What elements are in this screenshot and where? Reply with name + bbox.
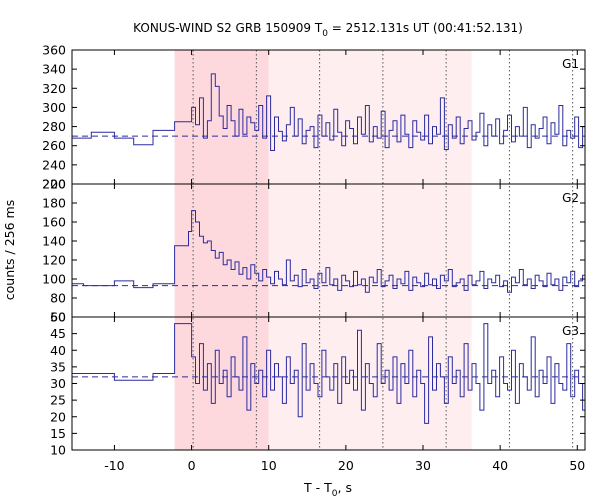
x-tick-label: 10 — [261, 458, 277, 473]
y-axis-label: counts / 256 ms — [2, 200, 17, 300]
panel-g2-y-tick-label: 100 — [42, 272, 66, 287]
x-tick-label: 40 — [492, 458, 508, 473]
panel-g2-y-tick-label: 200 — [42, 177, 66, 192]
panel-g1-y-tick-label: 300 — [42, 100, 66, 115]
panel-g2-y-tick-label: 60 — [50, 310, 66, 325]
x-tick-label: 50 — [569, 458, 585, 473]
panel-g3-label: G3 — [562, 324, 579, 338]
x-tick-label: 30 — [415, 458, 431, 473]
panel-g3-y-tick-label: 10 — [50, 443, 66, 458]
panel-g3-y-tick-label: 15 — [50, 426, 66, 441]
panel-g2-y-tick-label: 180 — [42, 196, 66, 211]
panel-g1-y-tick-label: 240 — [42, 157, 66, 172]
chart-title: KONUS-WIND S2 GRB 150909 T0 = 2512.131s … — [133, 21, 523, 39]
panel-g3-count-series — [72, 323, 585, 424]
axes-layer: 220240260280300320340360G160801001201401… — [42, 43, 586, 473]
panel-g1-y-tick-label: 360 — [42, 43, 66, 58]
highlight-region-0 — [174, 50, 269, 450]
series-layer — [72, 73, 585, 424]
panel-g1-y-tick-label: 280 — [42, 119, 66, 134]
panel-g3-y-tick-label: 40 — [50, 343, 66, 358]
panel-g3-y-tick-label: 30 — [50, 376, 66, 391]
panel-g2-y-tick-label: 120 — [42, 253, 66, 268]
panel-g3-y-tick-label: 50 — [50, 310, 66, 325]
highlight-region-1 — [268, 50, 472, 450]
x-tick-label: 20 — [338, 458, 354, 473]
highlight-regions-layer — [174, 50, 472, 450]
panel-g2-y-tick-label: 160 — [42, 215, 66, 230]
panel-g1-count-series — [72, 73, 585, 151]
panel-g1-y-tick-label: 260 — [42, 138, 66, 153]
panel-g3-y-tick-label: 25 — [50, 393, 66, 408]
panel-g2-count-series — [72, 210, 585, 293]
panel-g1-y-tick-label: 220 — [42, 177, 66, 192]
panel-g2-y-tick-label: 140 — [42, 234, 66, 249]
panel-g1-y-tick-label: 340 — [42, 62, 66, 77]
panel-g2-y-tick-label: 80 — [50, 291, 66, 306]
x-tick-label: -10 — [104, 458, 124, 473]
panel-g2-label: G2 — [562, 191, 579, 205]
x-tick-label: 0 — [188, 458, 196, 473]
panel-g3-y-tick-label: 45 — [50, 326, 66, 341]
x-axis-label: T - T0, s — [303, 480, 352, 499]
panel-g3-y-tick-label: 35 — [50, 359, 66, 374]
panel-g1-y-tick-label: 320 — [42, 81, 66, 96]
panel-g3-y-tick-label: 20 — [50, 409, 66, 424]
panel-g1-label: G1 — [562, 57, 579, 71]
